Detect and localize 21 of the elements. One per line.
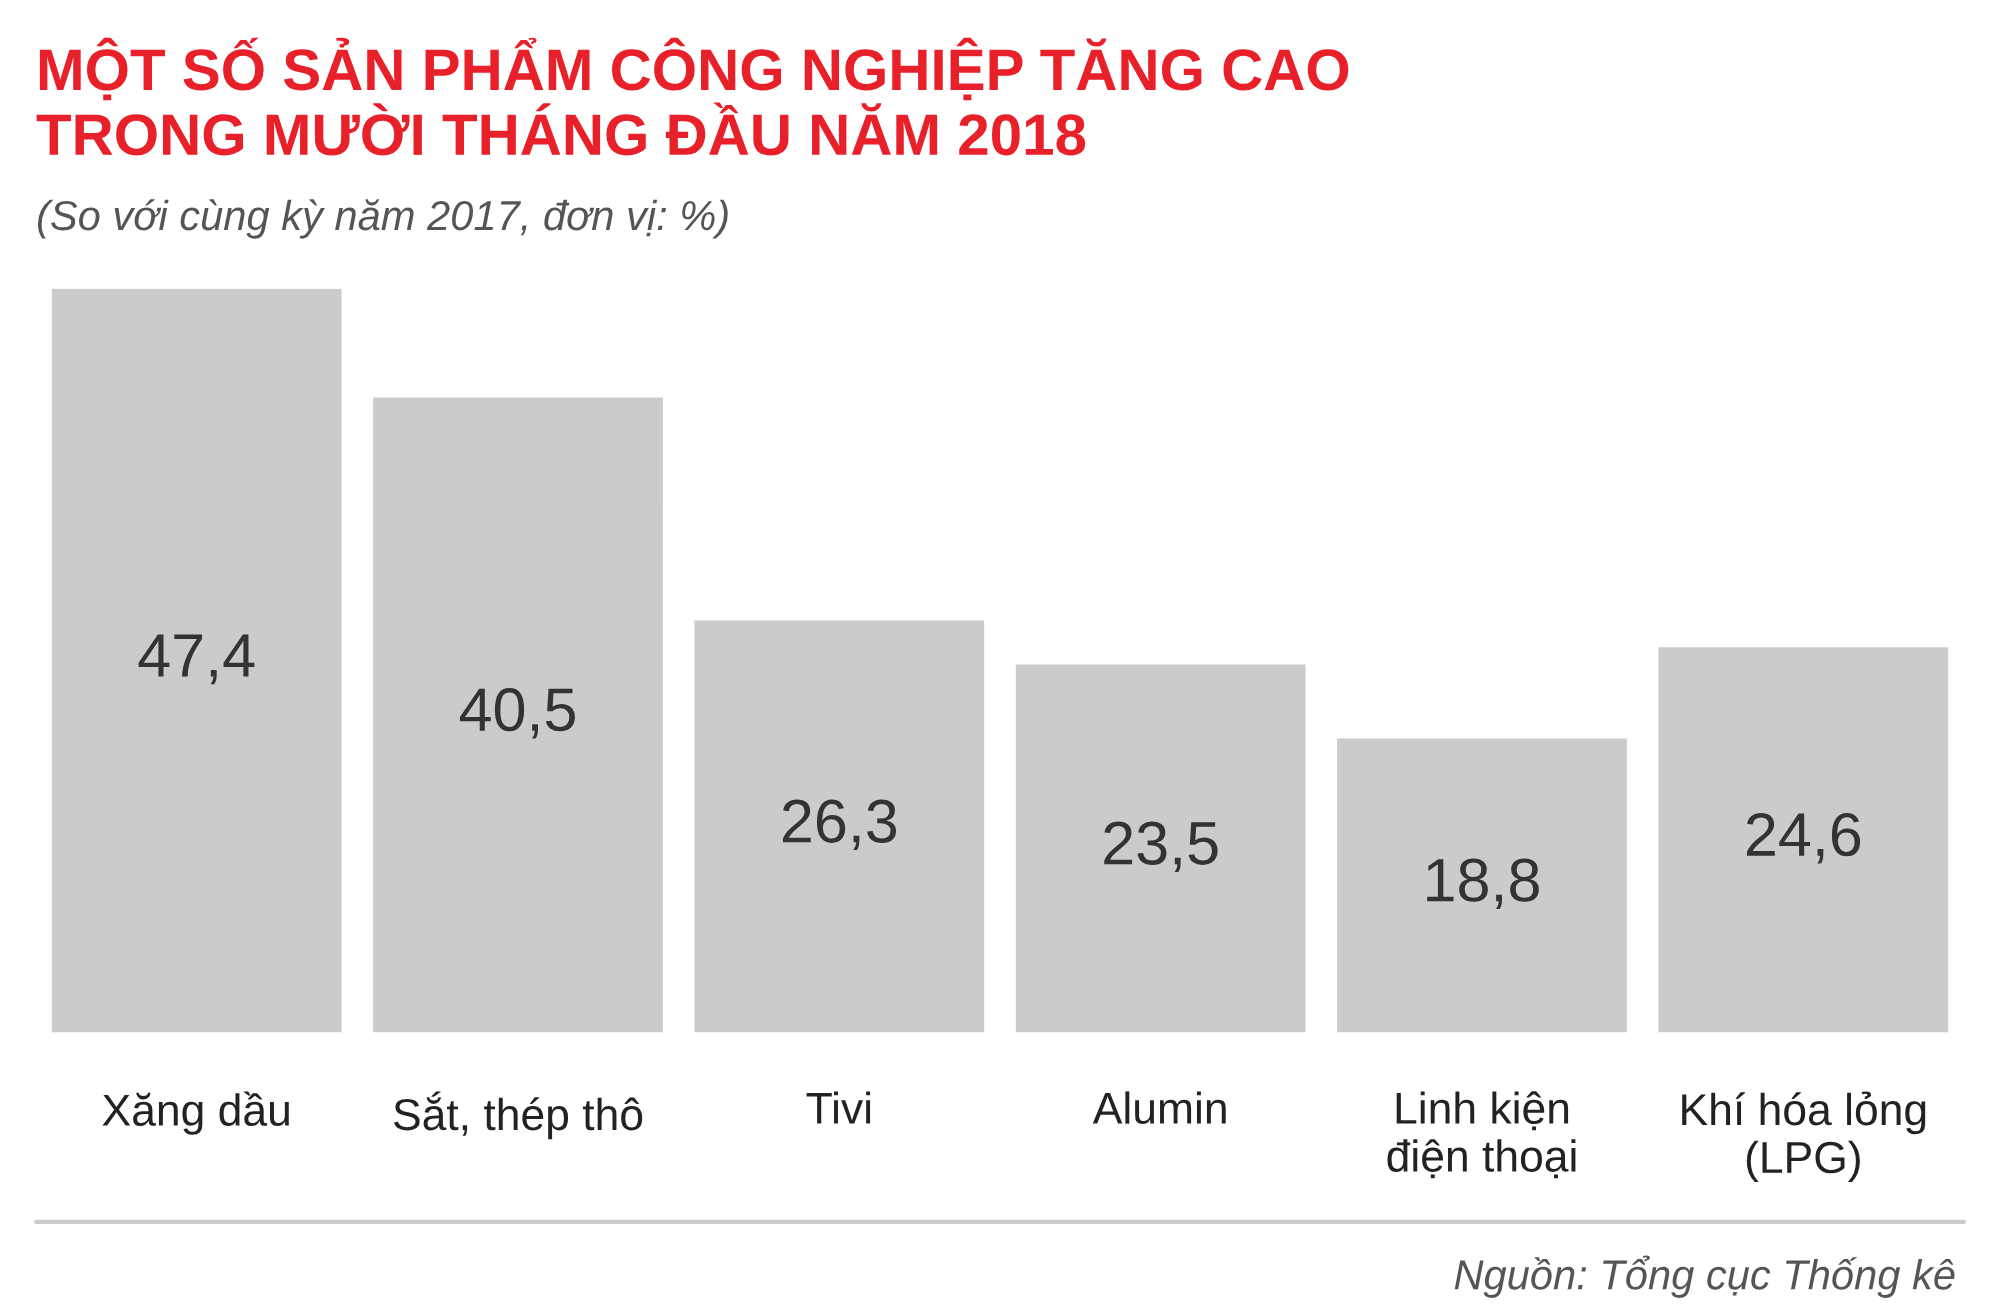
x-tick-label: Khí hóa lỏng (LPG) xyxy=(1682,1091,1926,1183)
data-label: 18,8 xyxy=(1427,858,1539,910)
bar xyxy=(371,396,665,1034)
data-label: 24,6 xyxy=(1746,812,1861,864)
chart-subtitle: (So với cùng kỳ năm 2017, đơn vị: %) xyxy=(37,199,728,239)
x-tick-label: Sắt, thép thô xyxy=(394,1091,643,1140)
bar xyxy=(1335,737,1629,1034)
data-label: 26,3 xyxy=(782,799,897,851)
bar xyxy=(50,288,343,1034)
bar xyxy=(693,619,986,1034)
bar xyxy=(1657,645,1950,1034)
x-tick-label: Alumin xyxy=(1092,1091,1226,1125)
x-tick-label: Linh kiện điện thoại xyxy=(1387,1091,1576,1179)
data-label: 23,5 xyxy=(1104,821,1218,873)
x-tick-label: Xăng dầu xyxy=(102,1091,289,1135)
x-tick-label: Tivi xyxy=(806,1091,871,1124)
data-label: 47,4 xyxy=(138,634,255,685)
bar xyxy=(1014,663,1307,1034)
data-label: 40,5 xyxy=(459,688,575,739)
chart-title: MỘT SỐ SẢN PHẨM CÔNG NGHIỆP TĂNG CAO TRONG MƯỜI THÁNG ĐẦU NĂM 2018 xyxy=(36,37,1349,156)
text: Nguồn: Tổng cục Thống kê xyxy=(1454,1255,1955,1298)
